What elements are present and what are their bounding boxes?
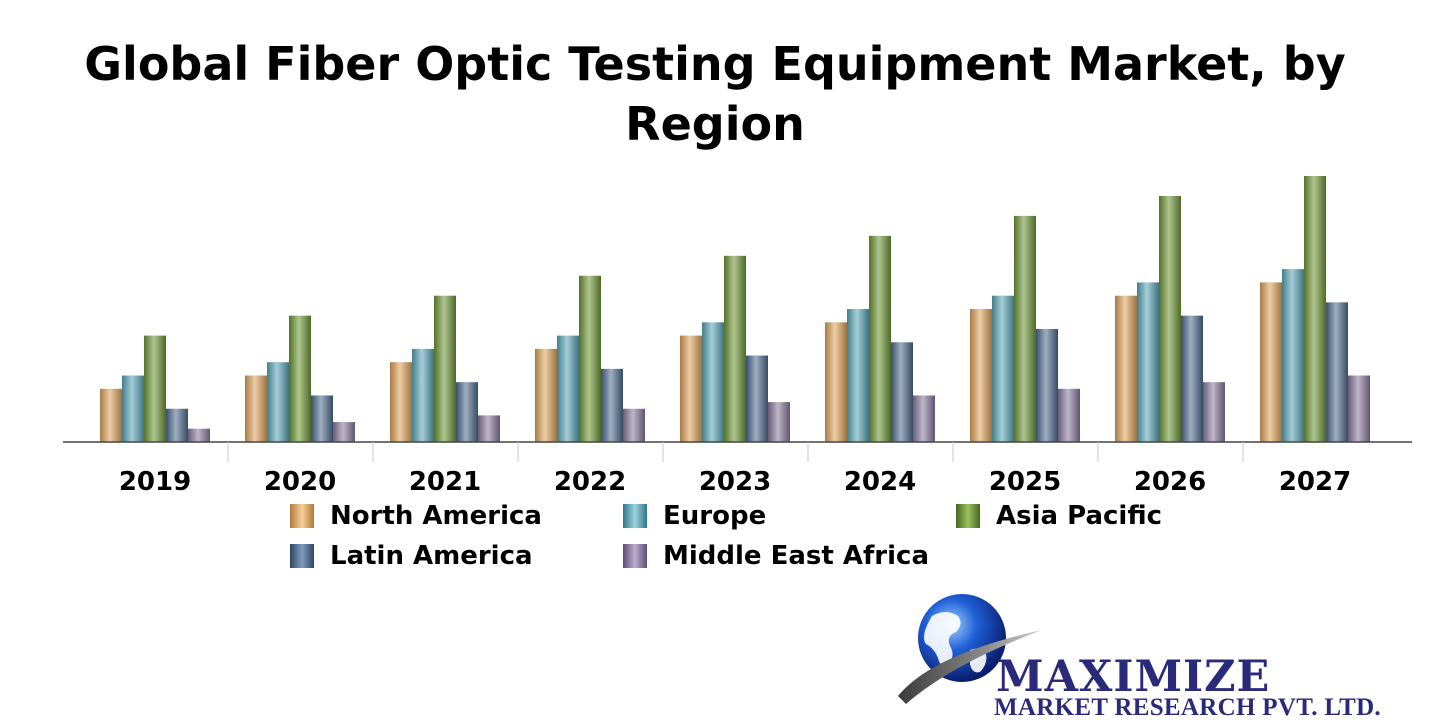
- x-tick-label-2020: 2020: [264, 467, 336, 497]
- bar-middle-east-africa-2023: [768, 402, 790, 442]
- bar-asia-pacific-2023: [724, 255, 746, 442]
- bar-europe-2022: [557, 335, 579, 442]
- legend-swatch-latin-america: [290, 544, 314, 568]
- bar-europe-2026: [1137, 282, 1159, 442]
- bar-asia-pacific-2022: [579, 275, 601, 442]
- chart-title-line-1: Global Fiber Optic Testing Equipment Mar…: [84, 37, 1346, 91]
- bar-europe-2025: [992, 295, 1014, 442]
- bar-middle-east-africa-2025: [1058, 388, 1080, 442]
- bar-europe-2019: [122, 375, 144, 442]
- bar-middle-east-africa-2022: [623, 408, 645, 442]
- bar-latin-america-2023: [746, 355, 768, 442]
- x-tick-label-2024: 2024: [844, 467, 916, 497]
- bar-europe-2023: [702, 322, 724, 442]
- chart-title: Global Fiber Optic Testing Equipment Mar…: [0, 34, 1430, 154]
- bar-latin-america-2022: [601, 368, 623, 442]
- bar-latin-america-2021: [456, 382, 478, 442]
- bar-asia-pacific-2021: [434, 295, 456, 442]
- bar-europe-2024: [847, 309, 869, 442]
- bar-latin-america-2027: [1326, 302, 1348, 442]
- x-tick-label-2026: 2026: [1134, 467, 1206, 497]
- bar-europe-2027: [1282, 269, 1304, 442]
- x-tick-label-2023: 2023: [699, 467, 771, 497]
- legend-item-north-america: North America: [290, 500, 542, 532]
- bar-latin-america-2024: [891, 342, 913, 442]
- legend-item-asia-pacific: Asia Pacific: [956, 500, 1162, 532]
- bar-asia-pacific-2026: [1159, 195, 1181, 442]
- legend-swatch-europe: [623, 504, 647, 528]
- bar-middle-east-africa-2027: [1348, 375, 1370, 442]
- bar-middle-east-africa-2019: [188, 428, 210, 442]
- bar-middle-east-africa-2020: [333, 422, 355, 442]
- legend-label-middle-east-africa: Middle East Africa: [663, 541, 929, 571]
- legend-item-europe: Europe: [623, 500, 766, 532]
- bar-latin-america-2025: [1036, 328, 1058, 442]
- legend-swatch-asia-pacific: [956, 504, 980, 528]
- x-tick-label-2025: 2025: [989, 467, 1061, 497]
- bar-asia-pacific-2027: [1304, 176, 1326, 442]
- x-tick-label-2021: 2021: [409, 467, 481, 497]
- bar-north-america-2021: [390, 362, 412, 442]
- bar-chart: 2019 2020 2021 2022 2023 2024 2025 2026 2027: [63, 176, 1412, 497]
- bar-north-america-2019: [100, 388, 122, 442]
- x-tick-label-2022: 2022: [554, 467, 626, 497]
- logo-text-company: MARKET RESEARCH PVT. LTD.: [994, 694, 1381, 721]
- legend-label-asia-pacific: Asia Pacific: [996, 501, 1163, 531]
- bar-asia-pacific-2025: [1014, 215, 1036, 442]
- x-axis-ticks: [227, 442, 1244, 462]
- bar-middle-east-africa-2021: [478, 415, 500, 442]
- bar-north-america-2022: [535, 348, 557, 442]
- bar-asia-pacific-2019: [144, 335, 166, 442]
- bar-europe-2021: [412, 348, 434, 442]
- chart-title-line-2: Region: [625, 97, 805, 151]
- legend-label-europe: Europe: [663, 501, 767, 531]
- company-logo: [898, 594, 1042, 704]
- legend-item-latin-america: Latin America: [290, 540, 533, 572]
- x-tick-label-2027: 2027: [1279, 467, 1351, 497]
- legend-label-north-america: North America: [330, 501, 542, 531]
- bar-north-america-2027: [1260, 282, 1282, 442]
- legend-item-middle-east-africa: Middle East Africa: [623, 540, 929, 572]
- x-axis-tick-labels: 2019 2020 2021 2022 2023 2024 2025 2026 2027: [119, 467, 1351, 497]
- bar-middle-east-africa-2026: [1203, 382, 1225, 442]
- legend-swatch-north-america: [290, 504, 314, 528]
- bar-north-america-2024: [825, 322, 847, 442]
- x-tick-label-2019: 2019: [119, 467, 191, 497]
- bar-latin-america-2026: [1181, 315, 1203, 442]
- logo-text-maximize: MAXIMIZE: [996, 652, 1271, 702]
- bar-latin-america-2020: [311, 395, 333, 442]
- bar-north-america-2026: [1115, 295, 1137, 442]
- bar-latin-america-2019: [166, 408, 188, 442]
- legend-swatch-middle-east-africa: [623, 544, 647, 568]
- bar-europe-2020: [267, 362, 289, 442]
- legend-label-latin-america: Latin America: [330, 541, 533, 571]
- bar-north-america-2025: [970, 309, 992, 442]
- bar-north-america-2020: [245, 375, 267, 442]
- bar-asia-pacific-2024: [869, 235, 891, 442]
- bars-layer: [100, 176, 1370, 442]
- bar-middle-east-africa-2024: [913, 395, 935, 442]
- logo-swoosh: [898, 630, 1042, 704]
- bar-asia-pacific-2020: [289, 315, 311, 442]
- bar-north-america-2023: [680, 335, 702, 442]
